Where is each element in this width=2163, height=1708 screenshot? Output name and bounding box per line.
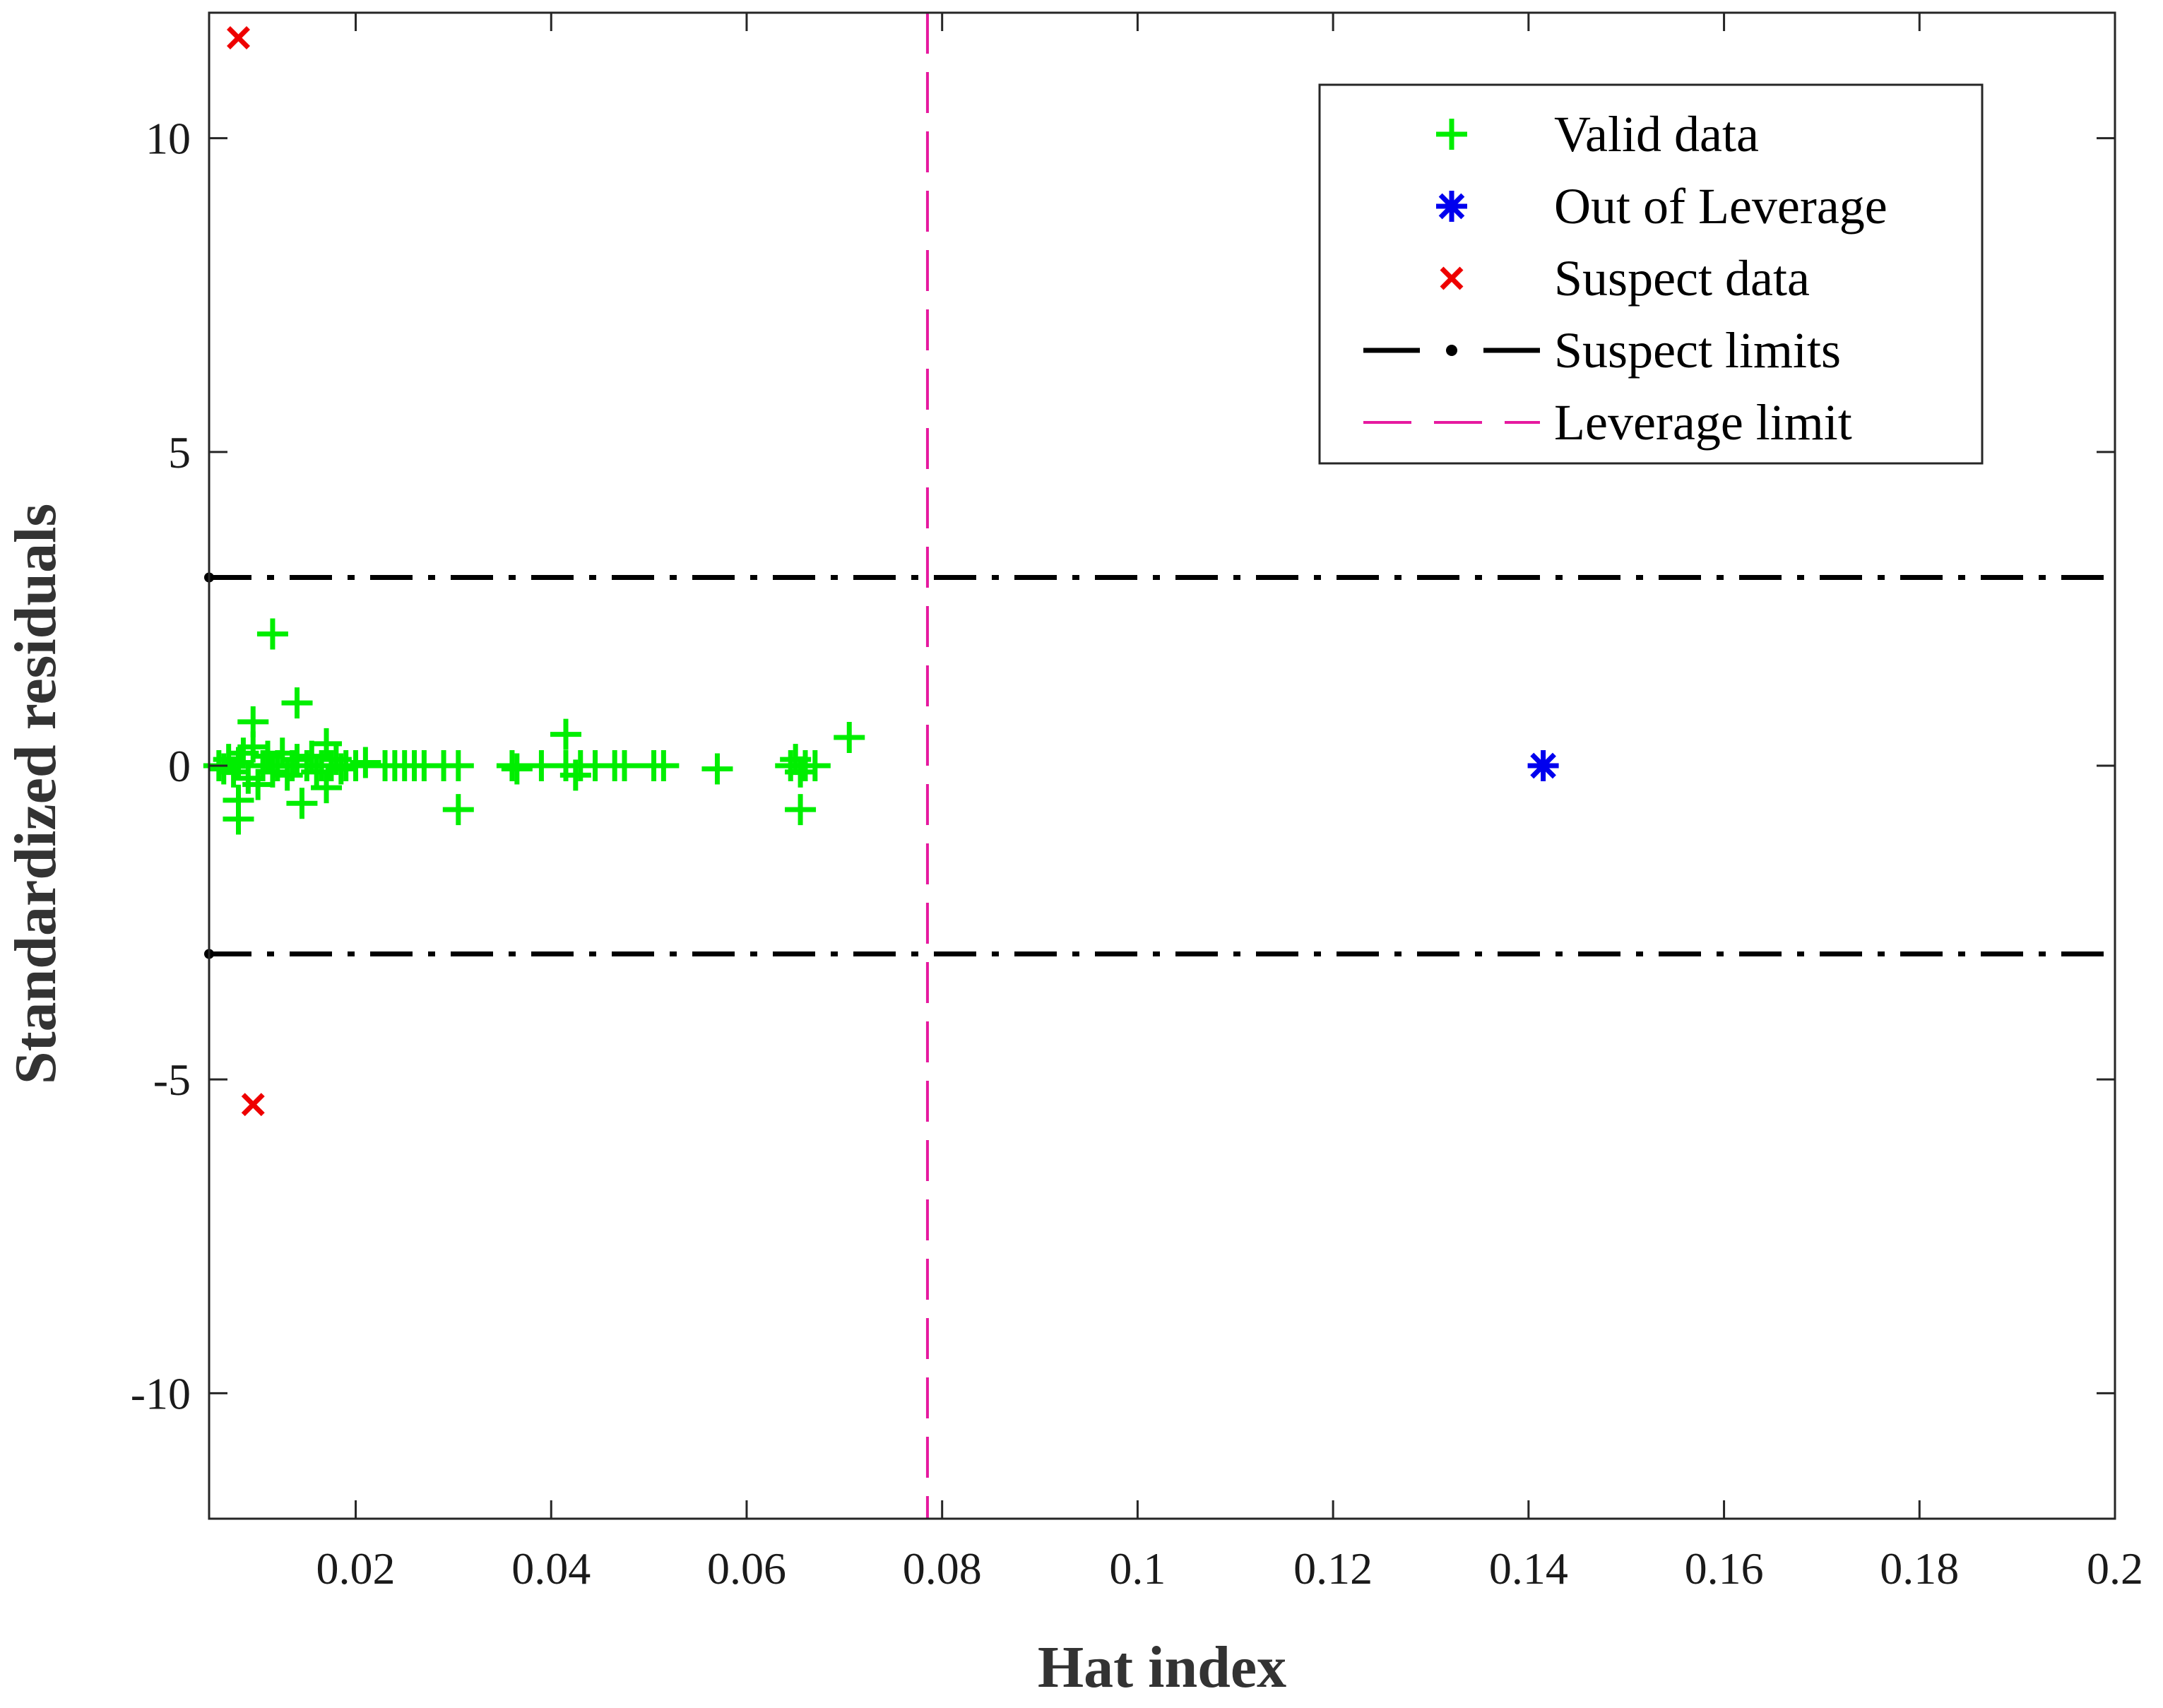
suspect-data-point [227,26,250,50]
tick-labels-layer: 0.02 0.04 0.06 0.08 0.1 0.12 0.14 0.16 0.18 0.2 -1… [131,114,2143,1594]
legend-plus-icon [1436,119,1467,150]
valid-data-point [311,772,343,804]
y-tick-label: -5 [153,1055,191,1105]
legend-label: Leverage limit [1554,394,1852,451]
legend-label: Suspect limits [1554,322,1841,379]
x-tick-label: 0.06 [707,1543,786,1594]
legend-label: Out of Leverage [1554,178,1888,235]
y-tick-label: 5 [168,427,191,478]
y-tick-label: 10 [146,114,191,164]
valid-data-point [501,753,533,785]
x-tick-label: 0.08 [903,1543,982,1594]
y-tick-label: -10 [131,1368,191,1418]
valid-data-point [311,728,343,759]
legend-box [1318,83,1984,465]
x-axis-title: Hat index [1038,1635,1286,1700]
legend-entry: Suspect data [1440,250,1810,307]
legend-entry: Leverage limit [1363,394,1852,451]
legend-x-icon [1440,266,1464,290]
valid-data-point [834,722,865,754]
legend-asterisk-icon [1436,191,1467,222]
valid-data-point [799,750,831,781]
valid-data-point [301,756,333,788]
valid-data-point [256,618,288,650]
valid-data-point [325,753,357,785]
x-tick-label: 0.2 [2087,1543,2143,1594]
legend-entry: Suspect limits [1363,322,1841,379]
legend-entry: Out of Leverage [1436,178,1888,235]
y-axis-title: Standardized residuals [3,504,69,1084]
valid-data-point [442,794,474,826]
x-tick-label: 0.14 [1489,1543,1568,1594]
data-points-layer [203,26,1559,1117]
valid-data-point [442,750,474,781]
valid-data-point [785,794,817,826]
valid-data-point [785,756,817,788]
valid-data-point [281,687,313,719]
valid-data-point [609,750,641,781]
valid-data-point [286,788,318,819]
valid-data-point [550,718,582,750]
valid-data-point [223,803,254,835]
x-tick-label: 0.04 [511,1543,591,1594]
valid-data-point [648,750,680,781]
x-tick-label: 0.1 [1109,1543,1166,1594]
out-of-leverage-point [1527,750,1559,781]
x-tick-label: 0.12 [1293,1543,1373,1594]
legend: Valid data Out of Leverage Suspect data Sus… [1318,83,1984,465]
y-tick-label: 0 [168,741,191,791]
valid-data-point [496,750,528,781]
valid-data-point [237,706,269,737]
x-tick-label: 0.02 [316,1543,396,1594]
legend-label: Suspect data [1554,250,1810,307]
legend-label: Valid data [1554,106,1759,162]
x-tick-label: 0.18 [1880,1543,1959,1594]
suspect-data-point [241,1093,265,1117]
x-tick-label: 0.16 [1685,1543,1764,1594]
valid-data-point [701,753,733,785]
valid-data-point [256,756,288,788]
axes-layer [208,11,2116,1520]
legend-entry: Valid data [1436,106,1759,162]
legend-dashdot-line-icon [1363,345,1540,356]
valid-data-point [350,747,381,778]
